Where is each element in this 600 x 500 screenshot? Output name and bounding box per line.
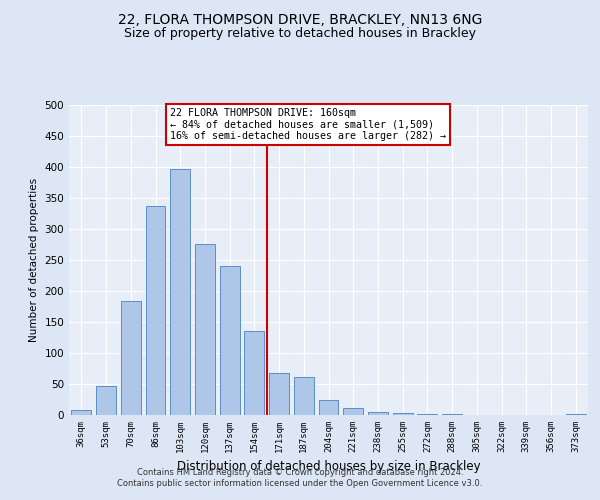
Bar [170,169,190,415]
Bar [269,374,289,415]
Text: 22 FLORA THOMPSON DRIVE: 160sqm
← 84% of detached houses are smaller (1,509)
16%: 22 FLORA THOMPSON DRIVE: 160sqm ← 84% of… [170,108,446,142]
Bar [294,377,314,415]
X-axis label: Distribution of detached houses by size in Brackley: Distribution of detached houses by size … [176,460,481,473]
Bar [220,266,239,415]
Bar [146,206,166,415]
Bar [368,412,388,415]
Text: Contains HM Land Registry data © Crown copyright and database right 2024.
Contai: Contains HM Land Registry data © Crown c… [118,468,482,487]
Bar [319,400,338,415]
Y-axis label: Number of detached properties: Number of detached properties [29,178,39,342]
Bar [442,414,462,415]
Bar [393,413,413,415]
Text: Size of property relative to detached houses in Brackley: Size of property relative to detached ho… [124,28,476,40]
Bar [71,410,91,415]
Bar [195,244,215,415]
Bar [343,408,363,415]
Bar [418,414,437,415]
Bar [566,414,586,415]
Bar [121,301,140,415]
Text: 22, FLORA THOMPSON DRIVE, BRACKLEY, NN13 6NG: 22, FLORA THOMPSON DRIVE, BRACKLEY, NN13… [118,12,482,26]
Bar [244,332,264,415]
Bar [96,386,116,415]
